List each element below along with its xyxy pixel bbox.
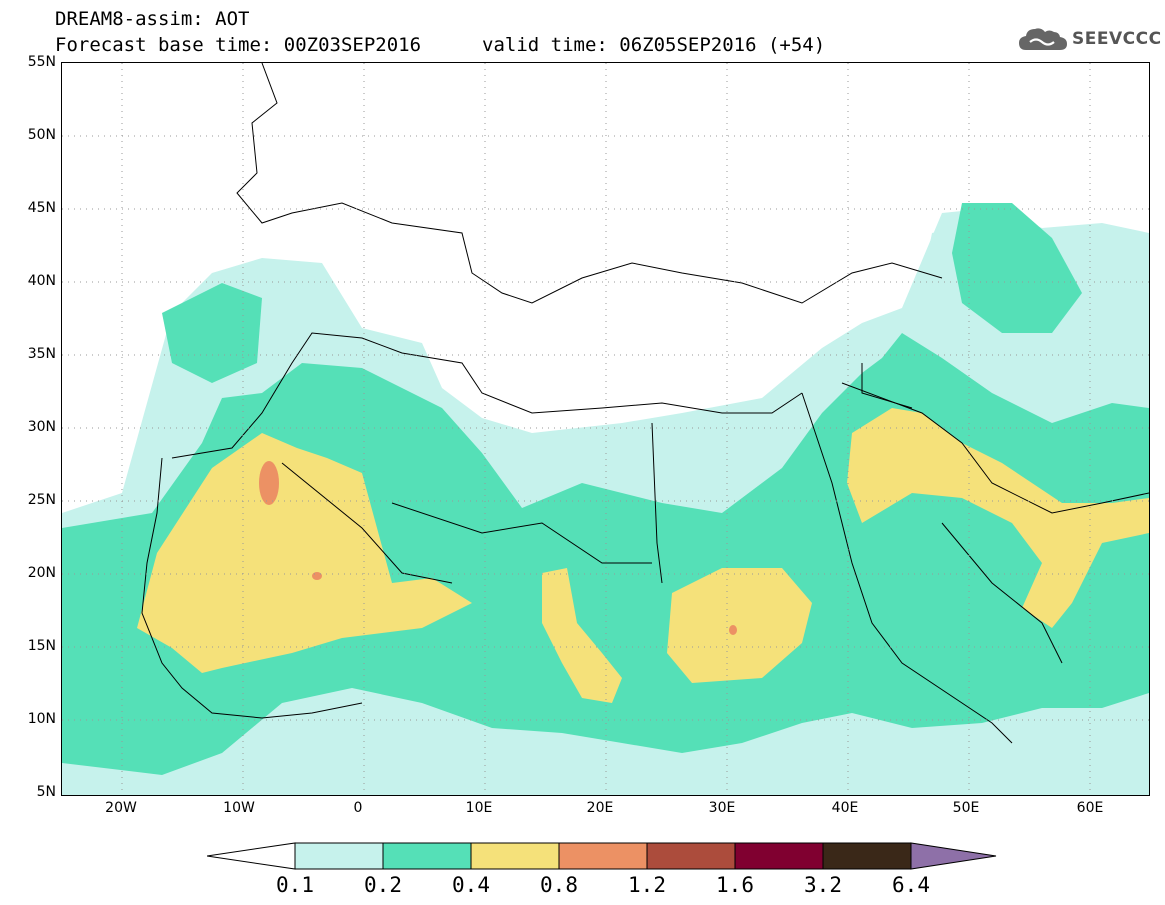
colorbar-label-3-2: 3.2 — [804, 873, 842, 897]
map-title: DREAM8-assim: AOT — [55, 8, 250, 30]
valid-time: valid time: 06Z05SEP2016 (+54) — [482, 34, 826, 56]
lat-label-10n: 10N — [27, 711, 56, 727]
lat-label-35n: 35N — [27, 346, 56, 362]
logo-text: SEEVCCC — [1072, 29, 1162, 49]
aot-colorbar — [207, 842, 997, 870]
colorbar-swatch-0-4 — [470, 842, 560, 870]
colorbar-arrow-low — [207, 842, 296, 870]
lon-label-60e: 60E — [1076, 800, 1104, 816]
colorbar-label-0-2: 0.2 — [364, 873, 402, 897]
colorbar-label-6-4: 6.4 — [892, 873, 930, 897]
aot-map[interactable] — [61, 62, 1150, 796]
lat-label-15n: 15N — [27, 638, 56, 654]
lon-label-40e: 40E — [831, 800, 859, 816]
lon-label-20w: 20W — [105, 800, 137, 816]
colorbar-swatch-0-8 — [558, 842, 648, 870]
lon-label-50e: 50E — [952, 800, 980, 816]
colorbar-label-1-2: 1.2 — [628, 873, 666, 897]
lat-label-5n: 5N — [36, 784, 56, 800]
aot-band-0-4 — [137, 408, 1149, 703]
lon-label-20e: 20E — [586, 800, 614, 816]
lat-label-45n: 45N — [27, 200, 56, 216]
colorbar-arrow-high — [910, 842, 997, 870]
colorbar-swatch-0-1 — [294, 842, 384, 870]
colorbar-label-0-8: 0.8 — [540, 873, 578, 897]
lat-label-50n: 50N — [27, 127, 56, 143]
lat-label-30n: 30N — [27, 419, 56, 435]
colorbar-label-1-6: 1.6 — [716, 873, 754, 897]
lon-label-0: 0 — [353, 800, 363, 816]
seevccc-logo: SEEVCCC — [1018, 26, 1162, 52]
cloud-icon — [1019, 28, 1067, 50]
forecast-base-time: Forecast base time: 00Z03SEP2016 — [55, 34, 422, 56]
colorbar-swatch-1-6 — [734, 842, 824, 870]
lat-label-20n: 20N — [27, 565, 56, 581]
colorbar-label-0-4: 0.4 — [452, 873, 490, 897]
colorbar-swatch-1-2 — [646, 842, 736, 870]
colorbar-label-0-1: 0.1 — [276, 873, 314, 897]
lat-label-55n: 55N — [27, 54, 56, 70]
lon-label-10e: 10E — [465, 800, 493, 816]
colorbar-swatch-0-2 — [382, 842, 472, 870]
map-canvas — [62, 63, 1149, 795]
lon-label-10w: 10W — [223, 800, 255, 816]
lat-label-25n: 25N — [27, 492, 56, 508]
lon-label-30e: 30E — [708, 800, 736, 816]
colorbar-swatch-3-2 — [822, 842, 912, 870]
gridlines — [62, 63, 1149, 795]
lat-label-40n: 40N — [27, 273, 56, 289]
